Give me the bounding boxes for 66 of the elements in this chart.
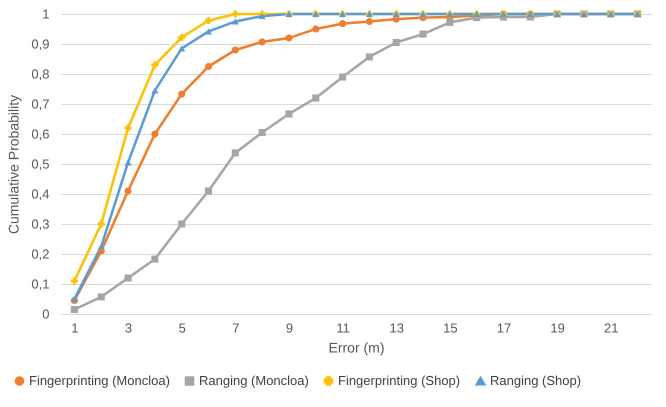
point [178, 90, 186, 98]
x-tick-label: 13 [389, 320, 404, 336]
point [258, 128, 266, 136]
x-axis-title: Error (m) [328, 340, 384, 356]
point [151, 256, 158, 263]
point [178, 220, 186, 228]
legend-label: Ranging (Moncloa) [199, 372, 309, 388]
point [232, 46, 239, 54]
point [446, 18, 454, 26]
x-tick-label: 11 [336, 320, 350, 336]
legend-label: Fingerprinting (Shop) [338, 372, 460, 388]
legend-label: Ranging (Shop) [490, 373, 582, 388]
point [124, 187, 132, 195]
x-tick-label: 19 [550, 320, 565, 336]
point [98, 293, 105, 300]
point [312, 25, 320, 33]
y-tick-label: 0,9 [31, 36, 50, 52]
x-tick-label: 21 [604, 320, 619, 336]
x-tick-label: 3 [124, 320, 132, 336]
point [98, 243, 105, 250]
y-tick-label: 0,2 [31, 246, 50, 262]
point [204, 17, 212, 24]
y-axis-title: Cumulative Probability [5, 94, 22, 234]
point [70, 277, 78, 285]
point [232, 10, 239, 18]
point [98, 220, 105, 228]
point [285, 110, 292, 118]
x-tick-label: 15 [443, 320, 458, 336]
legend-label: Fingerprinting (Moncloa) [29, 372, 170, 388]
point [151, 130, 158, 138]
x-tick-label: 7 [232, 320, 240, 336]
point [339, 73, 346, 81]
point [124, 159, 132, 166]
y-tick-label: 0,8 [31, 66, 50, 82]
y-tick-label: 0,4 [31, 186, 50, 202]
y-tick-label: 1 [42, 6, 50, 22]
point [232, 18, 239, 25]
point [151, 87, 158, 94]
y-tick-label: 0,7 [31, 96, 50, 112]
point [178, 34, 186, 41]
y-tick-label: 0,1 [31, 276, 50, 292]
y-tick-label: 0,3 [31, 216, 50, 232]
point [204, 187, 212, 195]
point [204, 62, 212, 70]
point [420, 30, 427, 38]
point [392, 38, 400, 46]
x-tick-label: 1 [71, 320, 79, 336]
x-tick-label: 17 [496, 320, 512, 336]
point [70, 306, 78, 314]
point [366, 18, 373, 26]
point [366, 53, 373, 60]
point [258, 38, 266, 46]
x-tick-label: 9 [286, 320, 294, 336]
point [312, 94, 320, 102]
y-tick-label: 0,5 [31, 156, 50, 172]
point [178, 45, 186, 52]
point [258, 13, 266, 20]
point [124, 124, 132, 132]
y-tick-label: 0,6 [31, 126, 50, 142]
point [339, 20, 346, 28]
point [285, 34, 292, 42]
point [124, 274, 132, 282]
point [232, 149, 239, 156]
y-tick-label: 0 [42, 306, 50, 322]
x-tick-label: 5 [178, 320, 186, 336]
point [151, 61, 158, 69]
